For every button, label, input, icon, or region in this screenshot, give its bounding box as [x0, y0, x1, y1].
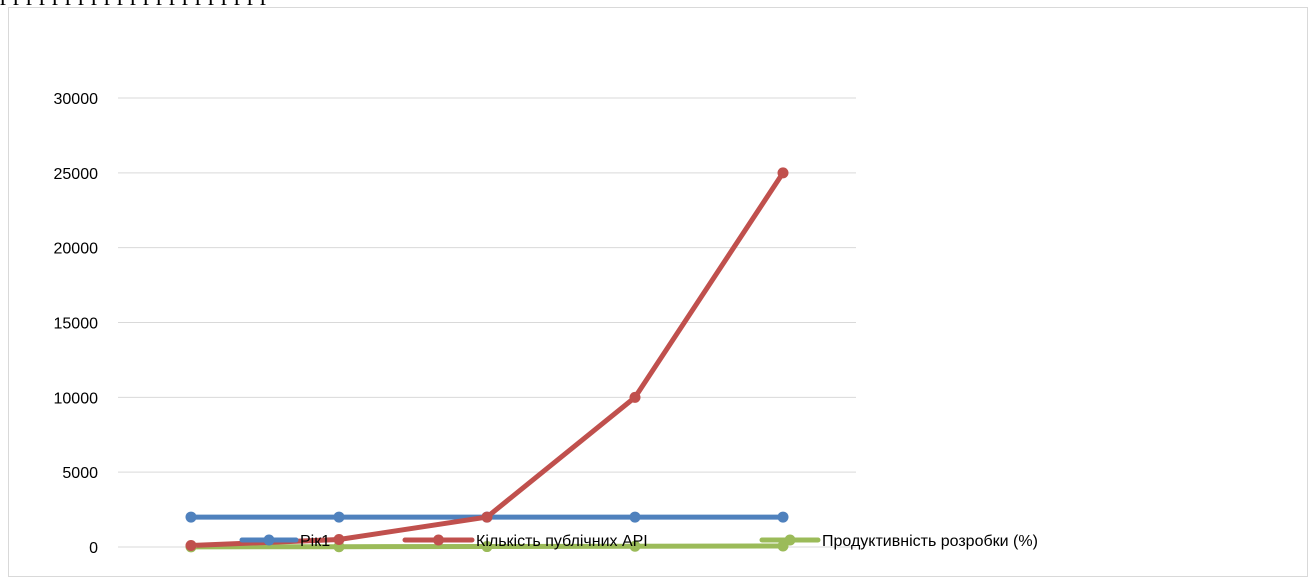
data-point — [185, 511, 197, 523]
y-tick-label: 0 — [89, 540, 98, 557]
data-point — [629, 511, 641, 523]
y-tick-label: 25000 — [54, 166, 99, 183]
data-point — [185, 540, 197, 552]
data-point — [333, 511, 345, 523]
gridlines — [118, 97, 856, 548]
legend: Рік1 Кількість публічних API Продуктивніст… — [239, 533, 1038, 550]
data-point — [481, 511, 493, 523]
y-tick-label: 15000 — [54, 316, 99, 333]
y-tick-label: 20000 — [54, 241, 99, 258]
y-tick-label: 30000 — [54, 91, 99, 108]
y-axis-ticks: 0 5000 10000 15000 20000 25000 30000 — [54, 91, 99, 557]
legend-item: Рік1 — [239, 533, 330, 550]
legend-label: Продуктивність розробки (%) — [822, 533, 1038, 550]
legend-label: Рік1 — [300, 533, 330, 550]
y-tick-label: 10000 — [54, 390, 99, 407]
legend-label: Кількість публічних API — [476, 533, 648, 550]
series-lines — [188, 170, 786, 550]
legend-swatch-marker — [263, 534, 275, 546]
data-point — [777, 167, 789, 179]
series-points — [185, 167, 789, 553]
data-point — [777, 511, 789, 523]
data-point — [481, 541, 493, 553]
y-tick-label: 5000 — [62, 465, 98, 482]
legend-swatch-marker — [433, 534, 444, 546]
cropped-text-line: ррррррррррррррррррррр — [0, 0, 1309, 7]
series-line — [188, 170, 786, 549]
data-point — [333, 534, 345, 546]
legend-item: Кількість публічних API — [402, 533, 648, 550]
data-point — [629, 391, 641, 403]
legend-item: Продуктивність розробки (%) — [759, 533, 1038, 550]
chart-frame — [8, 7, 1308, 577]
data-point — [629, 540, 641, 552]
legend-swatch-marker — [784, 534, 796, 546]
